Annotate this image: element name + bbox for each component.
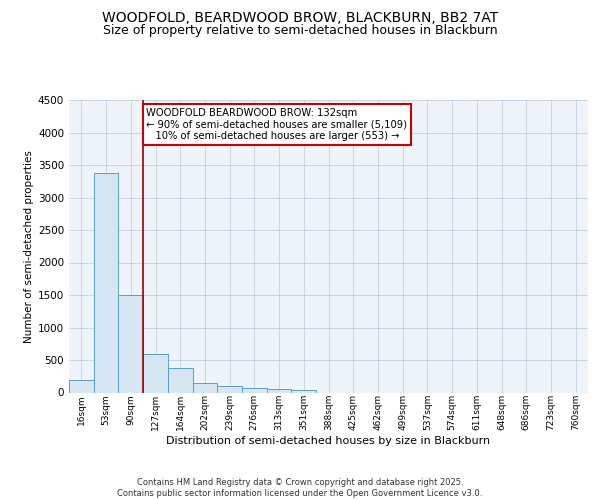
Bar bbox=[217, 386, 242, 392]
Text: WOODFOLD BEARDWOOD BROW: 132sqm
← 90% of semi-detached houses are smaller (5,109: WOODFOLD BEARDWOOD BROW: 132sqm ← 90% of… bbox=[146, 108, 407, 141]
X-axis label: Distribution of semi-detached houses by size in Blackburn: Distribution of semi-detached houses by … bbox=[166, 436, 491, 446]
Text: WOODFOLD, BEARDWOOD BROW, BLACKBURN, BB2 7AT: WOODFOLD, BEARDWOOD BROW, BLACKBURN, BB2… bbox=[102, 11, 498, 25]
Bar bbox=[168, 368, 193, 392]
Bar bbox=[267, 389, 292, 392]
Bar bbox=[118, 295, 143, 392]
Bar bbox=[94, 174, 118, 392]
Bar bbox=[193, 383, 217, 392]
Bar bbox=[242, 388, 267, 392]
Text: Contains HM Land Registry data © Crown copyright and database right 2025.
Contai: Contains HM Land Registry data © Crown c… bbox=[118, 478, 482, 498]
Bar bbox=[292, 390, 316, 392]
Text: Size of property relative to semi-detached houses in Blackburn: Size of property relative to semi-detach… bbox=[103, 24, 497, 37]
Bar bbox=[69, 380, 94, 392]
Y-axis label: Number of semi-detached properties: Number of semi-detached properties bbox=[24, 150, 34, 342]
Bar bbox=[143, 354, 168, 393]
